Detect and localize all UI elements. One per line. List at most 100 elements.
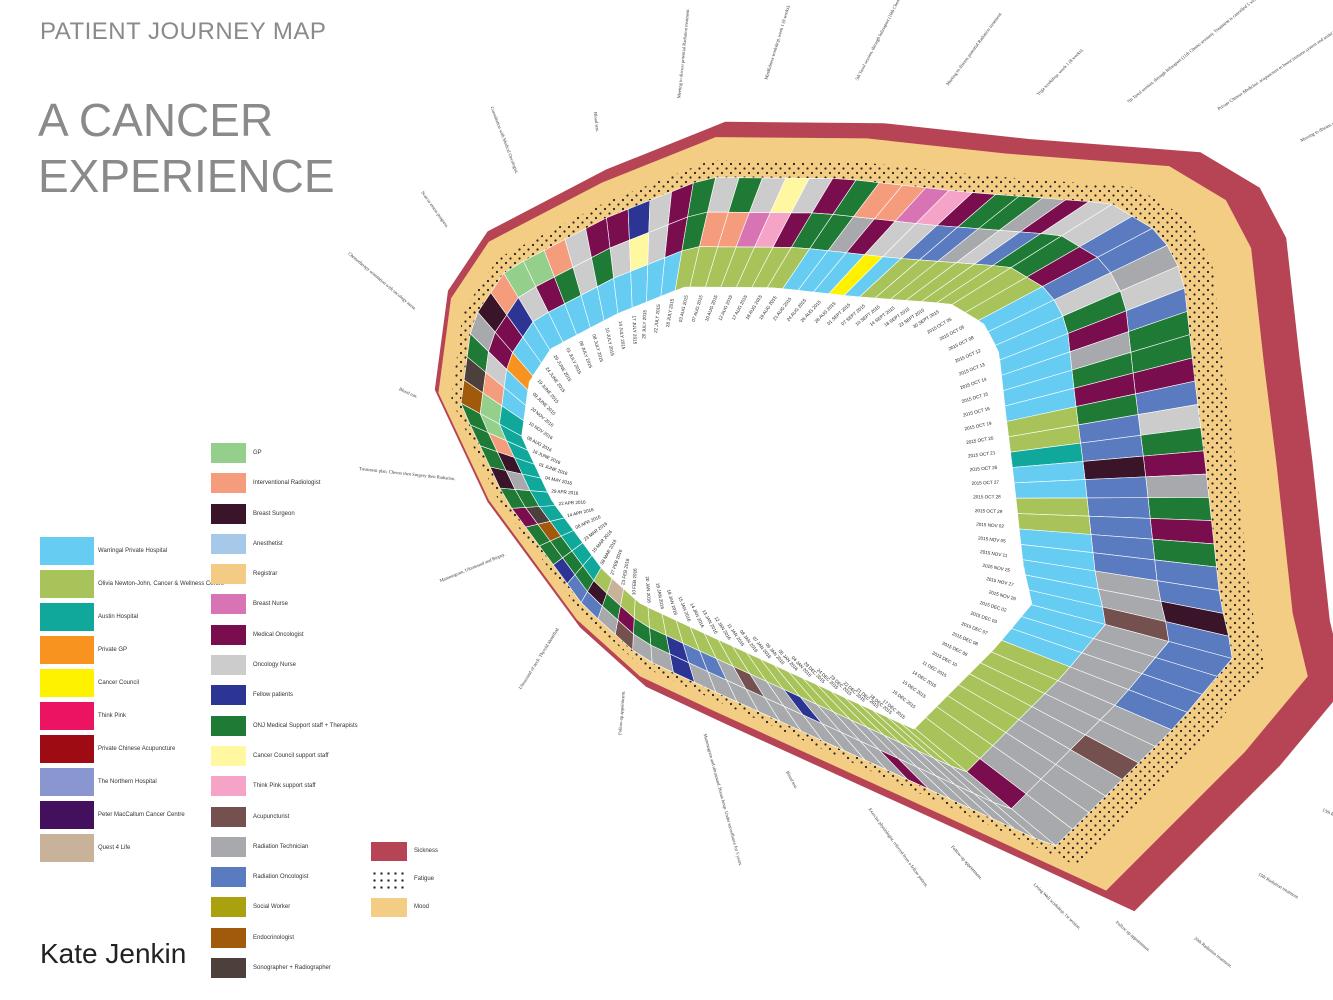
date-label: 14 APR 2016 [567, 507, 595, 518]
legend-person-swatch [211, 443, 246, 463]
legend-venue-label: Private GP [98, 647, 128, 653]
legend-person-swatch [211, 958, 246, 979]
legend-venue-swatch [40, 768, 94, 796]
event-note: Living Well workshop, 1st session. [1032, 882, 1082, 931]
legend-person-swatch [211, 624, 246, 645]
date-label: 2015 OCT 28 [973, 494, 1001, 499]
legend-venue-swatch [40, 570, 94, 598]
event-note: Consultation with Medical Oncologist. [490, 106, 520, 175]
event-note: Meeting to discuss potential Radiation t… [945, 11, 1003, 86]
event-note: Follow-up appointment. [950, 844, 983, 880]
page-title: A CANCER EXPERIENCE [38, 92, 335, 204]
event-note: Chemotherapy orientation with oncology n… [347, 251, 417, 311]
venue-cell [1015, 497, 1090, 517]
legend-mood-label: Sickness [414, 848, 439, 854]
legend-person-swatch [211, 927, 246, 948]
event-note: Scan to assess progress. [420, 190, 450, 229]
date-label: 2015 NOV 05 [978, 535, 1007, 543]
legend-venue-label: Peter MacCallum Cancer Centre [98, 812, 185, 818]
event-note: Blood test. [593, 112, 600, 132]
legend-person-label: Acupuncturist [253, 813, 290, 820]
event-note: Exercise physiologist, referred from a f… [867, 807, 930, 889]
date-label: 17 JULY 2015 [632, 315, 638, 344]
event-note: 15th Radiation treatment. [1257, 871, 1300, 900]
legend-person-label: GP [253, 450, 262, 456]
legend-venue-swatch [40, 834, 94, 862]
legend-person-label: Think Pink support staff [253, 783, 316, 790]
date-label: 04 MAY 2016 [545, 475, 573, 486]
legend-person-swatch [211, 806, 246, 827]
event-note: Follow up appointment. [1115, 920, 1151, 953]
legend-person-label: Radiation Technician [253, 843, 309, 850]
legend-mood-label: Fatigue [414, 876, 435, 882]
legend-venue-swatch [40, 801, 94, 829]
title-line-1: A CANCER [38, 94, 274, 146]
legend-venue-label: The Northern Hospital [98, 779, 157, 785]
event-note: Follow-up appointment. [617, 690, 626, 735]
legend-person-swatch [211, 533, 246, 554]
legend-person-swatch [211, 685, 246, 706]
date-label: 19 JAN 2016 [655, 582, 665, 609]
legend-person-label: Interventional Radiologist [253, 480, 321, 487]
page-kicker: PATIENT JOURNEY MAP [40, 18, 327, 45]
date-label: 23 FEB 2016 [620, 558, 630, 586]
legend-person-swatch [211, 473, 246, 494]
date-label: 10 JULY 2015 [605, 327, 616, 357]
date-label: 10 FEB 2016 [631, 568, 637, 595]
legend-mood-swatch [371, 870, 407, 889]
date-label: 20 JAN 2016 [645, 576, 652, 603]
legend-person-swatch [211, 897, 246, 918]
legend-venue-label: Austin Hospital [98, 614, 139, 620]
legend-person-label: Breast Nurse [253, 601, 289, 608]
legend-person-swatch [211, 776, 246, 797]
event-note: Ultrasound of neck. Thyroid identified. [518, 626, 561, 690]
date-label: 2015 NOV 27 [986, 576, 1015, 587]
date-label: 22 APR 2016 [558, 499, 586, 506]
legend-person-label: Radiation Oncologist [253, 874, 309, 881]
venue-cell [630, 264, 649, 309]
timeline-cells [460, 177, 1233, 847]
date-label: 2015 OCT 27 [971, 480, 999, 486]
date-label: 28 JULY 2015 [665, 298, 675, 328]
legend-person-label: Breast Surgeon [253, 510, 295, 517]
legend-person-label: Social Worker [253, 904, 291, 911]
date-label: 2015 OCT 29 [975, 508, 1003, 514]
venue-cell [1013, 479, 1088, 499]
legend-person-swatch [211, 745, 246, 766]
legend-person-label: Registrar [253, 571, 278, 578]
event-note: Treatment plan, Chemo then Surgery then … [359, 466, 456, 482]
legend-venue-swatch [40, 735, 94, 763]
event-note: Private Chinese Medicine: acupuncture to… [1217, 5, 1333, 111]
date-label: 2015 NOV 25 [982, 563, 1011, 573]
date-label: 14 JULY 2015 [618, 321, 626, 351]
legend-venue-label: Think Pink [98, 713, 127, 719]
legend-person-swatch [211, 594, 246, 615]
legend-venue-swatch [40, 537, 94, 565]
date-label: 2015 OCT 16 [962, 406, 990, 418]
legend-person-label: Oncology Nurse [253, 662, 297, 669]
legend-person-swatch [211, 867, 246, 888]
event-note: 7th Taxol session, through Infusaport (1… [1126, 0, 1310, 105]
legend-person-swatch [211, 655, 246, 676]
legend-venue-label: Private Chinese Acupuncture [98, 746, 176, 752]
date-label: 20 JULY 2015 [641, 310, 647, 339]
author-name: Kate Jenkin [40, 938, 187, 969]
legend-venue-label: Olivia Newton-John, Cancer & Wellness Ce… [98, 581, 224, 587]
date-label: 2015 NOV 02 [976, 522, 1005, 529]
date-label: 2015 NOV 11 [980, 549, 1008, 558]
date-label: 2015 OCT 21 [968, 450, 996, 459]
event-note: Mammogram, Ultrasound and Biopsy. [439, 552, 506, 584]
legend-mood-swatch [371, 898, 407, 917]
event-note: Blood test. [785, 770, 799, 790]
legend-venue-label: Warringal Private Hospital [98, 548, 168, 554]
date-label: 29 APR 2016 [551, 489, 579, 496]
event-note: Meeting to discuss potential Radiation t… [676, 8, 690, 98]
legend-person-label: Sonographer + Radiographer [253, 965, 331, 972]
legend-venue-swatch [40, 603, 94, 631]
legend-person-label: Cancer Council support staff [253, 752, 329, 759]
event-note: 5th Taxol session, through Infusaport (1… [854, 0, 910, 82]
legend-venue-label: Cancer Council [98, 680, 140, 686]
person-cell-2 [1086, 497, 1151, 519]
legend-person-label: Medical Oncologist [253, 631, 304, 638]
legend-venue-swatch [40, 702, 94, 730]
